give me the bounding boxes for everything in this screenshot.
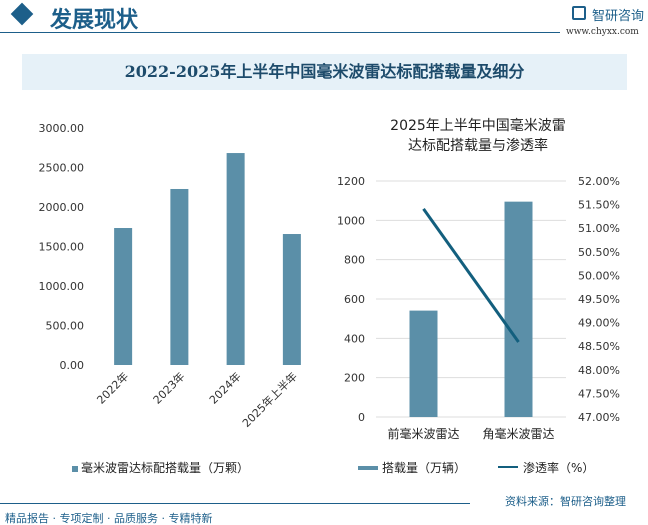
y2-tick-label: 50.00% — [578, 269, 620, 282]
y-tick-label: 800 — [344, 254, 365, 267]
chart-title: 2022-2025年上半年中国毫米波雷达标配搭载量及细分 — [22, 54, 627, 90]
bar — [170, 188, 189, 365]
bar — [282, 234, 301, 365]
y-tick-label: 0.00 — [60, 359, 85, 372]
y-tick-label: 0 — [358, 411, 365, 424]
bar — [226, 153, 245, 365]
legend-swatch — [498, 466, 518, 468]
x-tick-label: 2024年 — [206, 369, 243, 406]
logo-text: 智研咨询 — [592, 9, 645, 24]
subchart-title: 达标配搭载量与渗透率 — [408, 137, 548, 154]
section-title: 发展现状 — [50, 8, 139, 33]
y-tick-label: 1500.00 — [39, 241, 85, 254]
bar — [114, 228, 133, 365]
source-note: 资料来源：智研咨询整理 — [505, 495, 626, 508]
x-tick-label: 前毫米波雷达 — [387, 426, 459, 441]
y2-tick-label: 52.00% — [578, 175, 620, 188]
y-tick-label: 1000.00 — [39, 280, 85, 293]
y2-tick-label: 49.00% — [578, 317, 620, 330]
legend-label: 毫米波雷达标配搭载量（万颗） — [81, 460, 249, 475]
y-tick-label: 400 — [344, 332, 365, 345]
charts: 0.00 500.00 1000.00 1500.00 2000.00 2500.00 30… — [39, 117, 620, 475]
legend-label: 渗透率（%） — [523, 460, 594, 475]
y-tick-label: 200 — [344, 372, 365, 385]
y2-tick-label: 48.00% — [578, 364, 620, 377]
y-tick-label: 600 — [344, 293, 365, 306]
y-tick-label: 1000 — [337, 214, 365, 227]
bar — [409, 310, 438, 417]
bar — [504, 201, 533, 417]
logo-icon — [572, 6, 586, 20]
y2-tick-label: 51.50% — [578, 199, 620, 212]
legend-swatch — [358, 466, 378, 470]
y2-tick-label: 48.50% — [578, 340, 620, 353]
diamond-icon — [10, 2, 34, 26]
x-tick-label: 2025年上半年 — [239, 369, 300, 430]
x-tick-label: 2022年 — [94, 369, 131, 406]
y2-tick-label: 49.50% — [578, 293, 620, 306]
x-tick-label: 2023年 — [150, 369, 187, 406]
y2-tick-label: 47.00% — [578, 411, 620, 424]
y-tick-label: 2000.00 — [39, 201, 85, 214]
y-tick-label: 3000.00 — [39, 122, 85, 135]
legend-label: 搭载量（万辆） — [382, 461, 466, 475]
logo-url: www.chyxx.com — [566, 27, 639, 37]
line-series — [422, 207, 520, 343]
subchart-title: 2025年上半年中国毫米波雷 — [390, 117, 566, 134]
footer-divider — [0, 503, 470, 504]
header-divider — [0, 32, 560, 33]
legend-swatch — [72, 466, 78, 472]
x-tick-label: 角毫米波雷达 — [482, 426, 554, 441]
y-tick-label: 1200 — [337, 175, 365, 188]
y2-tick-label: 51.00% — [578, 222, 620, 235]
y2-tick-label: 50.50% — [578, 246, 620, 259]
tagline: 精品报告 · 专项定制 · 品质服务 · 专精特新 — [5, 512, 213, 525]
y-tick-label: 2500.00 — [39, 162, 85, 175]
y-tick-label: 500.00 — [46, 320, 85, 333]
y2-tick-label: 47.50% — [578, 387, 620, 400]
